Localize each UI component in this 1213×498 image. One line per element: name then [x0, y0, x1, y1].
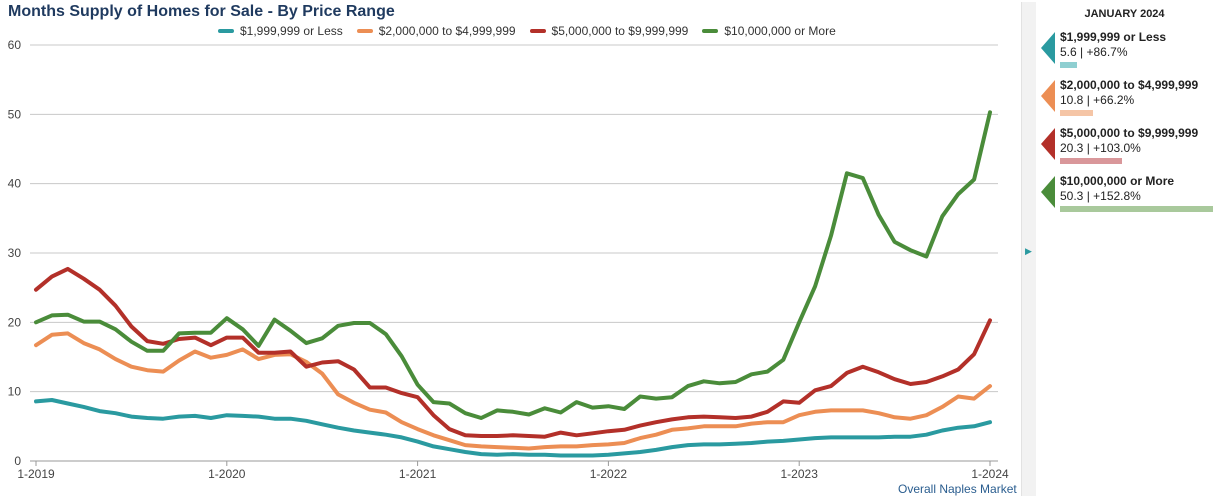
- panel-item-stat: 10.8 | +66.2%: [1060, 93, 1135, 107]
- source-label[interactable]: Overall Naples Market: [898, 482, 1017, 496]
- chart-legend: $1,999,999 or Less $2,000,000 to $4,999,…: [218, 24, 836, 38]
- panel-item-series-2[interactable]: $2,000,000 to $4,999,999 10.8 | +66.2%: [1036, 78, 1213, 122]
- series-line-3[interactable]: [34, 266, 992, 439]
- pointer-arrow-icon: [1041, 128, 1055, 160]
- panel-collapse-strip[interactable]: [1021, 2, 1036, 496]
- legend-label-series-4: $10,000,000 or More: [724, 24, 836, 38]
- x-tick-label: 1-2021: [399, 467, 437, 481]
- legend-item-series-4[interactable]: $10,000,000 or More: [702, 24, 836, 38]
- y-tick-label: 50: [8, 107, 22, 121]
- line-chart-plot[interactable]: 0 10 20 30 40 50 60 1-2019 1-2020 1-2021 1-2022 1-2…: [0, 0, 1020, 498]
- series-line-1[interactable]: [34, 398, 992, 458]
- series-line-2[interactable]: [34, 331, 992, 451]
- legend-label-series-2: $2,000,000 to $4,999,999: [378, 24, 516, 38]
- panel-item-series-3[interactable]: $5,000,000 to $9,999,999 20.3 | +103.0%: [1036, 126, 1213, 170]
- x-tick-label: 1-2020: [208, 467, 246, 481]
- panel-item-name: $5,000,000 to $9,999,999: [1060, 126, 1199, 140]
- panel-item-series-1[interactable]: $1,999,999 or Less 5.6 | +86.7%: [1036, 30, 1213, 74]
- x-tick-label: 1-2024: [971, 467, 1009, 481]
- pointer-arrow-icon: [1041, 176, 1055, 208]
- panel-item-name: $2,000,000 to $4,999,999: [1060, 78, 1199, 92]
- panel-item-bar: [1060, 206, 1213, 212]
- panel-item-name: $1,999,999 or Less: [1060, 30, 1167, 44]
- chart-title: Months Supply of Homes for Sale - By Pri…: [8, 3, 395, 20]
- y-tick-label: 0: [14, 454, 21, 468]
- y-tick-label: 10: [8, 385, 22, 399]
- x-tick-label: 1-2023: [781, 467, 819, 481]
- panel-item-stat: 5.6 | +86.7%: [1060, 45, 1128, 59]
- legend-item-series-2[interactable]: $2,000,000 to $4,999,999: [356, 24, 516, 38]
- legend-swatch-series-1: [218, 29, 234, 33]
- legend-label-series-1: $1,999,999 or Less: [240, 24, 343, 38]
- panel-item-stat: 20.3 | +103.0%: [1060, 141, 1141, 155]
- legend-swatch-series-2: [356, 29, 373, 33]
- panel-month-label: JANUARY 2024: [1084, 8, 1165, 20]
- pointer-arrow-icon: [1041, 32, 1055, 64]
- x-tick-label: 1-2019: [17, 467, 55, 481]
- panel-item-series-4[interactable]: $10,000,000 or More 50.3 | +152.8%: [1036, 174, 1213, 218]
- legend-label-series-3: $5,000,000 to $9,999,999: [551, 24, 689, 38]
- y-tick-label: 30: [8, 246, 22, 260]
- legend-swatch-series-3: [529, 29, 546, 33]
- y-tick-label: 40: [8, 177, 22, 191]
- panel-item-stat: 50.3 | +152.8%: [1060, 189, 1141, 203]
- x-tick-label: 1-2022: [590, 467, 628, 481]
- panel-item-bar: [1060, 110, 1093, 116]
- panel-item-name: $10,000,000 or More: [1060, 174, 1175, 188]
- panel-item-bar: [1060, 158, 1122, 164]
- legend-swatch-series-4: [702, 29, 719, 33]
- pointer-arrow-icon: [1041, 80, 1055, 112]
- legend-item-series-1[interactable]: $1,999,999 or Less: [218, 24, 343, 38]
- expand-arrow-icon[interactable]: ▶: [1025, 246, 1032, 256]
- panel-item-bar: [1060, 62, 1077, 68]
- y-tick-label: 20: [8, 315, 22, 329]
- y-tick-label: 60: [8, 38, 22, 52]
- side-panel: JANUARY 2024 $1,999,999 or Less 5.6 | +8…: [1036, 0, 1213, 498]
- legend-item-series-3[interactable]: $5,000,000 to $9,999,999: [529, 24, 689, 38]
- series-line-4[interactable]: [34, 110, 992, 420]
